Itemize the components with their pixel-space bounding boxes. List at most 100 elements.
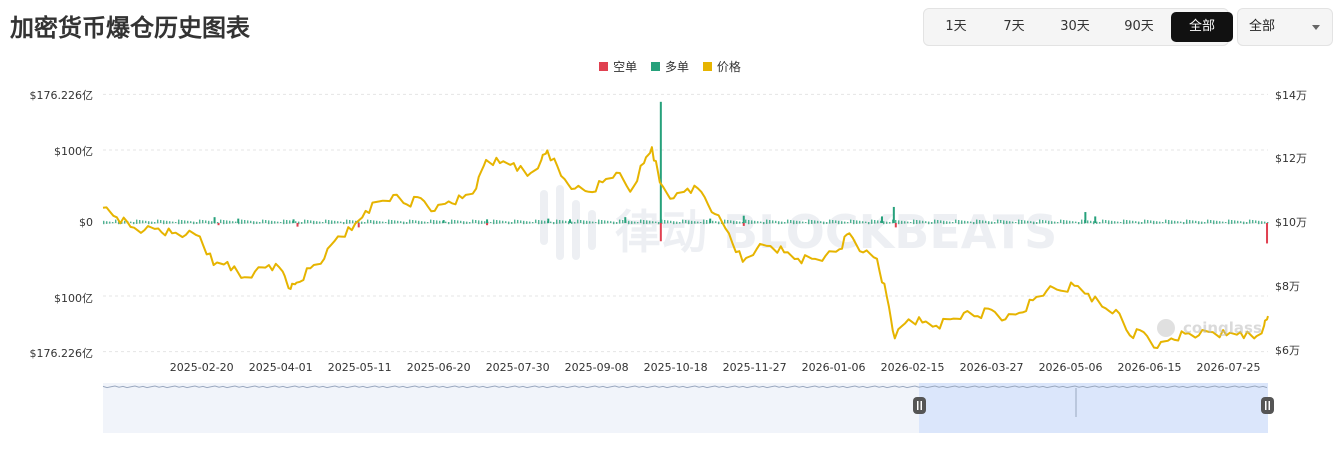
liquidation-bar (637, 222, 639, 224)
liquidation-bar (853, 220, 855, 225)
liquidation-bar (103, 220, 105, 225)
liquidation-bar (1240, 221, 1242, 223)
liquidation-bar (1189, 220, 1191, 224)
liquidation-bar (895, 220, 897, 223)
liquidation-bar (133, 222, 135, 225)
period-90d-button[interactable]: 90天 (1124, 19, 1154, 34)
liquidation-bar (913, 219, 915, 225)
liquidation-bar (733, 220, 735, 225)
liquidation-bar (472, 219, 474, 224)
liquidation-bar (1147, 220, 1149, 224)
liquidation-bar (1087, 220, 1089, 224)
liquidation-bar (514, 219, 516, 224)
liquidation-bar (280, 222, 282, 223)
liquidation-bar (1261, 221, 1263, 224)
liquidation-bar (259, 222, 261, 224)
liquidation-bar (1216, 220, 1218, 224)
period-7d-button[interactable]: 7天 (1003, 19, 1025, 34)
liquidation-bar (481, 220, 483, 224)
liquidation-bar (493, 219, 495, 225)
liquidation-bar (877, 220, 879, 224)
liquidation-bar (319, 221, 321, 224)
long-liquidation-bar (486, 219, 489, 223)
x-tick-label: 2025-11-27 (722, 361, 787, 374)
liquidation-bar (460, 220, 462, 223)
liquidation-bar (439, 220, 441, 224)
period-30d-button[interactable]: 30天 (1060, 19, 1090, 34)
liquidation-bar (559, 220, 561, 224)
liquidation-bar (685, 220, 687, 223)
period-all-button[interactable]: 全部 (1171, 12, 1233, 42)
short-liquidation-bar (296, 223, 299, 227)
liquidation-bar (1105, 220, 1107, 223)
liquidation-bar (1039, 219, 1041, 224)
liquidation-bar (511, 222, 513, 224)
liquidation-bar (760, 221, 762, 223)
legend-label-short: 空单 (613, 60, 638, 74)
liquidation-bar (430, 219, 432, 223)
liquidation-bar (178, 219, 180, 225)
liquidation-bar (424, 221, 426, 224)
liquidation-bar (1207, 219, 1209, 224)
liquidation-bar (724, 219, 726, 224)
liquidation-bar (268, 220, 270, 225)
chart-legend: 空单 多单 价格 (0, 58, 1340, 75)
legend-label-price: 价格 (716, 60, 741, 74)
liquidation-bar (922, 220, 924, 224)
liquidation-bar (970, 221, 972, 223)
navigator-right-handle[interactable] (1261, 397, 1274, 414)
liquidation-bar (307, 220, 309, 224)
liquidation-bar (1162, 222, 1164, 224)
liquidation-bar (565, 220, 567, 223)
coin-select[interactable]: 全部 (1237, 8, 1333, 46)
liquidation-bar (745, 219, 747, 223)
long-liquidation-bar (624, 217, 627, 223)
liquidation-bar (1135, 221, 1137, 223)
liquidation-bar (205, 220, 207, 223)
period-1d-button[interactable]: 1天 (945, 19, 967, 34)
liquidation-bar (1243, 221, 1245, 225)
liquidation-bar (1228, 219, 1230, 225)
liquidation-bar (373, 220, 375, 225)
liquidation-bar (412, 220, 414, 224)
liquidation-bar (1006, 220, 1008, 224)
legend-item-price[interactable]: 价格 (702, 58, 741, 75)
navigator-left-handle[interactable] (913, 397, 926, 414)
liquidation-bar (1120, 222, 1122, 223)
liquidation-bar (652, 221, 654, 224)
legend-item-long[interactable]: 多单 (650, 58, 689, 75)
liquidation-bar (169, 221, 171, 224)
liquidation-bar (607, 220, 609, 224)
long-liquidation-bar (880, 216, 883, 223)
liquidation-bar (856, 220, 858, 224)
page-title: 加密货币爆仓历史图表 (10, 14, 250, 42)
liquidation-bar (190, 221, 192, 223)
liquidation-bar (352, 220, 354, 224)
liquidation-bar (916, 220, 918, 224)
liquidation-bar (628, 220, 630, 225)
liquidation-bar (139, 220, 141, 224)
liquidation-bar (778, 221, 780, 225)
liquidation-bar (934, 219, 936, 224)
x-tick-label: 2026-01-06 (801, 361, 866, 374)
liquidation-bar (646, 220, 648, 224)
liquidation-bar (328, 220, 330, 225)
liquidation-bar (1048, 220, 1050, 225)
liquidation-bar (592, 221, 594, 224)
liquidation-bar (772, 220, 774, 224)
liquidation-bar (682, 219, 684, 224)
liquidation-bar (817, 220, 819, 224)
liquidation-bar (136, 219, 138, 224)
liquidation-bar (862, 221, 864, 224)
legend-item-short[interactable]: 空单 (599, 58, 637, 75)
liquidation-bar (781, 221, 783, 224)
liquidation-bar (586, 220, 588, 224)
liquidation-bar (1072, 221, 1074, 224)
liquidation-bar (910, 222, 912, 223)
liquidation-bar (196, 222, 198, 224)
liquidation-bar (286, 220, 288, 224)
liquidation-bar (673, 221, 675, 225)
liquidation-bar (946, 221, 948, 224)
short-liquidation-bar (659, 223, 662, 242)
